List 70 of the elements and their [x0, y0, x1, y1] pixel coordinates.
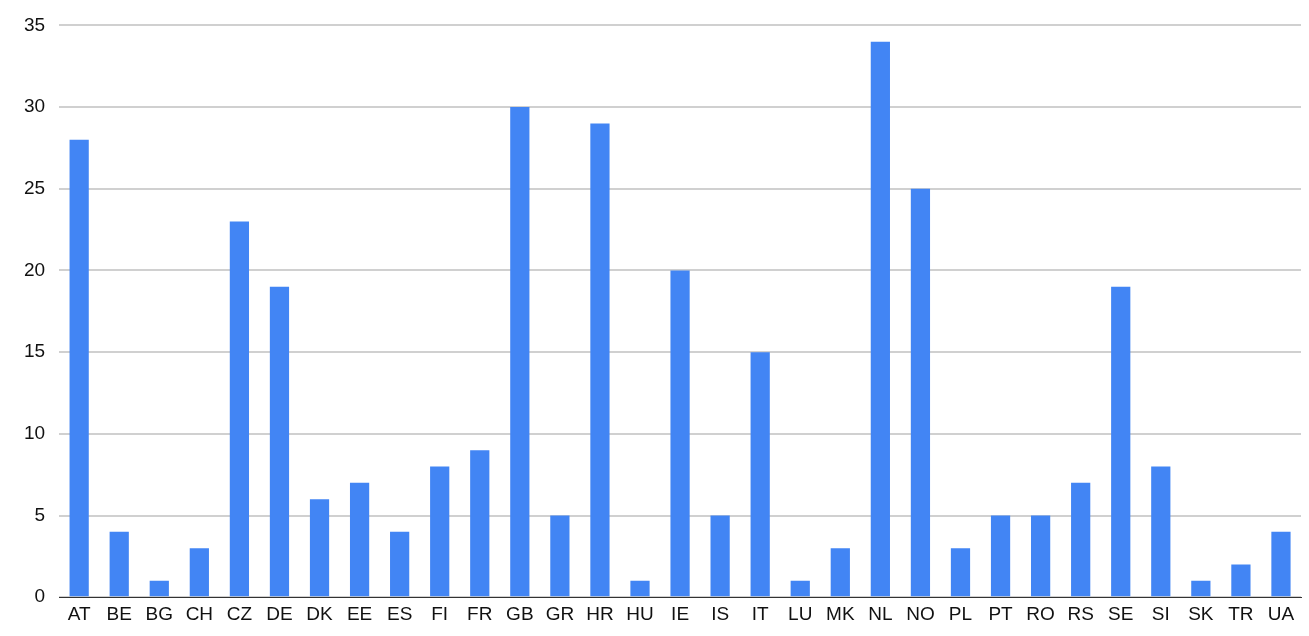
bar [470, 450, 490, 597]
x-tick-label: IS [711, 602, 730, 624]
bar [149, 580, 169, 597]
bar [1030, 515, 1051, 597]
y-tick-label: 25 [23, 177, 46, 199]
bar [670, 270, 690, 597]
y-tick-label: 5 [34, 503, 46, 525]
y-tick-label: 0 [34, 585, 46, 607]
x-tick-label: FR [467, 602, 493, 624]
x-tick-label: SI [1151, 602, 1170, 624]
bar [1231, 564, 1251, 597]
x-tick-label: DK [306, 602, 334, 624]
bar [1151, 466, 1171, 597]
bar [590, 123, 610, 597]
bar [550, 515, 570, 597]
x-tick-label: EE [346, 602, 373, 624]
x-tick-label: PT [988, 602, 1014, 624]
bar [630, 580, 650, 597]
x-tick-label: NL [868, 602, 893, 624]
x-tick-label: LU [788, 602, 813, 624]
bar [309, 499, 330, 597]
bar [69, 139, 89, 597]
y-tick-label: 20 [23, 258, 46, 280]
x-tick-label: BG [145, 602, 174, 624]
bar [430, 466, 450, 597]
y-tick-label: 35 [23, 13, 46, 35]
x-tick-label: FI [431, 602, 449, 624]
bar [1191, 580, 1211, 597]
bar [229, 221, 250, 597]
x-tick-label: GR [545, 602, 575, 624]
x-tick-label: HU [626, 602, 654, 624]
x-tick-label: IT [751, 602, 770, 624]
x-tick-label: CH [185, 602, 214, 624]
x-tick-label: UA [1267, 602, 1295, 624]
bar [910, 188, 931, 597]
bar [990, 515, 1011, 597]
bar [109, 531, 129, 597]
bar [1111, 286, 1131, 597]
bar [349, 482, 370, 597]
x-tick-label: PL [948, 602, 973, 624]
x-tick-label: RS [1067, 602, 1094, 624]
x-tick-label: DE [266, 602, 293, 624]
x-tick-label: AT [67, 602, 91, 624]
bar [390, 531, 410, 597]
x-tick-label: ES [386, 602, 413, 624]
x-tick-label: NO [906, 602, 935, 624]
x-tick-label: SE [1108, 602, 1134, 624]
bar [950, 548, 971, 597]
bar [189, 548, 209, 597]
bar [510, 107, 530, 597]
bar [269, 286, 290, 597]
bar [790, 580, 810, 597]
x-tick-label: RO [1026, 602, 1055, 624]
x-tick-label: SK [1188, 602, 1214, 624]
x-tick-label: BE [106, 602, 132, 624]
bar [750, 352, 770, 597]
x-tick-label: IE [671, 602, 690, 624]
bar [830, 548, 850, 597]
y-tick-label: 30 [23, 95, 46, 117]
x-tick-label: GB [506, 602, 534, 624]
bar [1071, 482, 1091, 597]
y-tick-label: 10 [23, 422, 46, 444]
bar [1271, 531, 1291, 597]
bar [870, 41, 890, 597]
x-tick-label: MK [826, 602, 855, 624]
x-tick-label: HR [586, 602, 614, 624]
x-tick-label: TR [1228, 602, 1254, 624]
y-tick-label: 15 [23, 340, 46, 362]
bar [710, 515, 730, 597]
x-tick-label: CZ [226, 602, 253, 624]
